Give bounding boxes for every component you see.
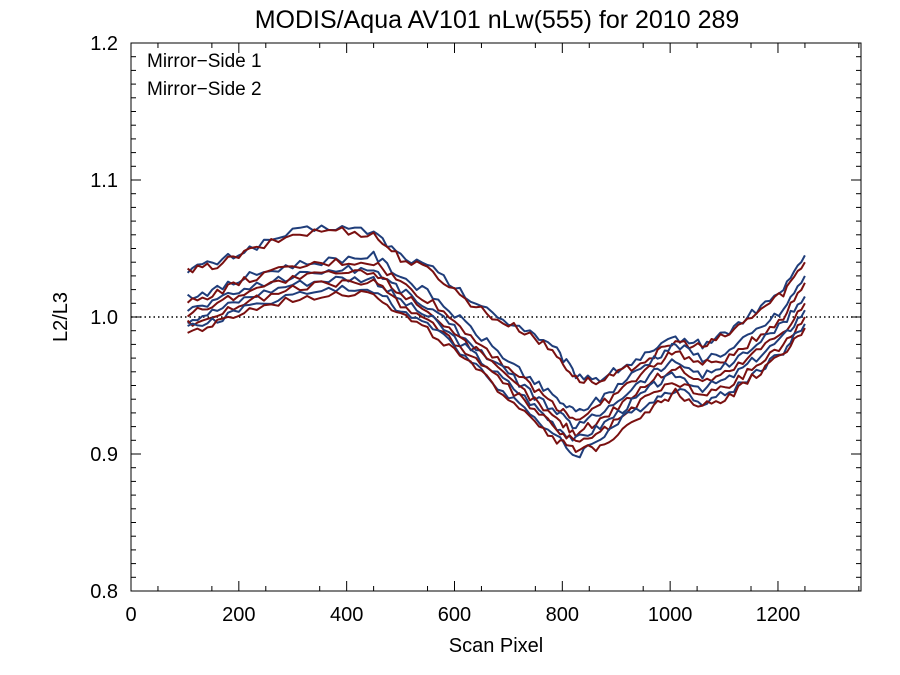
x-tick-label: 400 [330, 604, 363, 626]
series-line-mirror-side-2 [186, 257, 806, 421]
y-axis-label: L2/L3 [50, 292, 72, 342]
x-tick-label: 800 [546, 604, 579, 626]
x-axis-label: Scan Pixel [449, 635, 544, 657]
series-line-mirror-side-2 [187, 290, 806, 453]
tick-labels-layer: 0 200 400 600 800 1000 1200 0.8 0.9 1.0 1.1 1.2 [90, 33, 800, 626]
x-tick-label: 0 [125, 604, 136, 626]
x-tick-label: 200 [222, 604, 255, 626]
series-layer [186, 224, 806, 459]
x-tick-label: 1200 [756, 604, 801, 626]
series-line-mirror-side-2 [186, 278, 806, 443]
x-tick-label: 1000 [648, 604, 693, 626]
ticks-layer [130, 42, 861, 592]
legend-entry-mirror-side-2: Mirror−Side 2 [147, 79, 262, 100]
y-tick-label: 1.2 [90, 33, 118, 55]
x-tick-label: 600 [438, 604, 471, 626]
y-tick-label: 0.8 [90, 581, 118, 603]
series-line-mirror-side-1 [186, 250, 806, 413]
y-tick-label: 1.1 [90, 170, 118, 192]
series-line-mirror-side-2 [187, 226, 806, 386]
y-tick-label: 0.9 [90, 444, 118, 466]
legend-entry-mirror-side-1: Mirror−Side 1 [147, 51, 262, 72]
chart-title: MODIS/Aqua AV101 nLw(555) for 2010 289 [255, 6, 740, 34]
series-line-mirror-side-1 [187, 275, 806, 442]
y-tick-label: 1.0 [90, 307, 118, 329]
series-line-mirror-side-2 [186, 269, 806, 438]
